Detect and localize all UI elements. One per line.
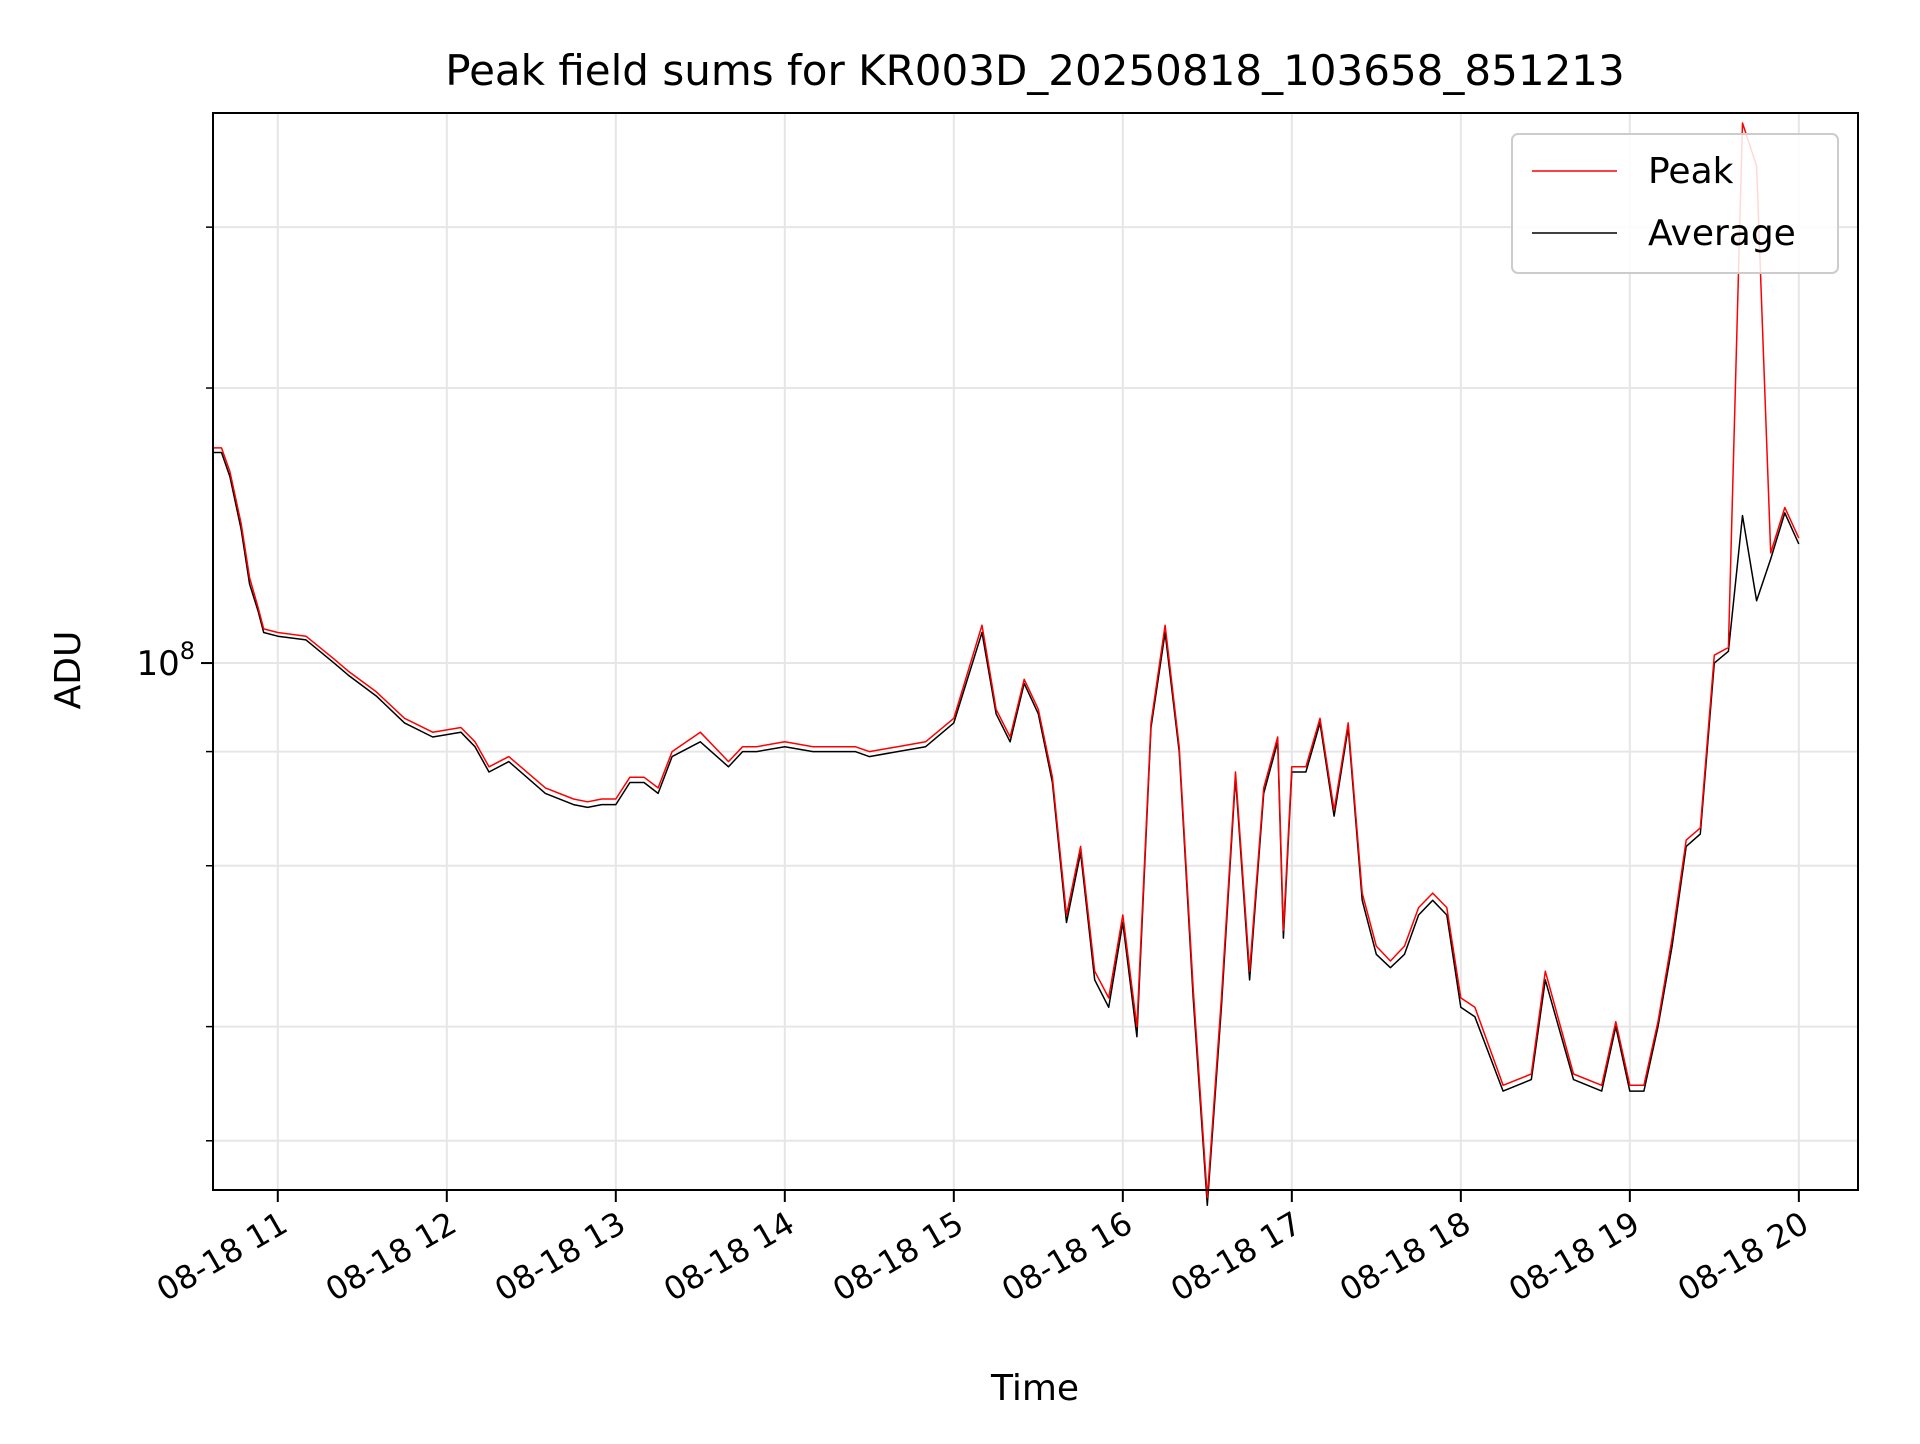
x-axis-label: Time: [990, 1368, 1079, 1409]
y-tick-label-base: 10: [136, 644, 179, 684]
y-tick-label-exponent: 8: [180, 637, 195, 665]
legend-peak-label: Peak: [1648, 151, 1734, 192]
series-line-average: [213, 451, 1800, 1207]
legend-average-label: Average: [1648, 213, 1796, 254]
grid: [213, 113, 1858, 1190]
series-layer: [213, 122, 1800, 1207]
plot-frame: [212, 112, 1859, 1191]
y-axis-label: ADU: [48, 631, 89, 710]
y-tick-label: 108: [136, 637, 195, 684]
legend: Peak Average: [1511, 133, 1839, 274]
chart-title: Peak field sums for KR003D_20250818_1036…: [445, 46, 1624, 95]
y-axis-ticks: 108: [136, 226, 213, 1142]
legend-box: [1511, 133, 1839, 274]
series-line-peak: [213, 122, 1800, 1199]
